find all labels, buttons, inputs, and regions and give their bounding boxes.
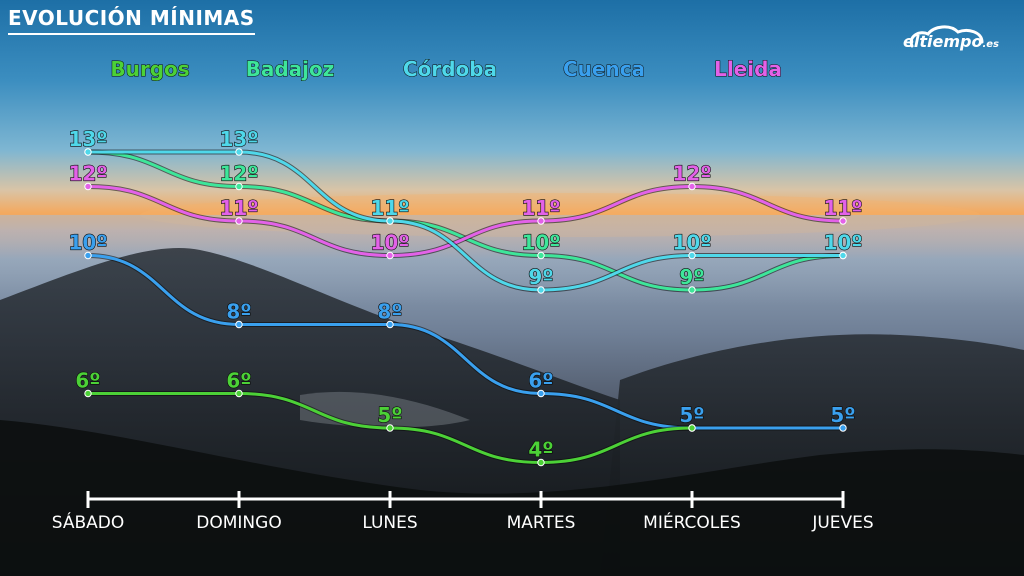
point-cordoba bbox=[386, 217, 394, 225]
series-lines bbox=[84, 148, 847, 467]
series-line-cuenca bbox=[86, 254, 845, 430]
point-burgos bbox=[537, 458, 545, 467]
data-label-cordoba: 10º bbox=[672, 231, 711, 255]
point-lleida bbox=[84, 182, 92, 191]
x-tick-label-domingo: DOMINGO bbox=[196, 513, 281, 533]
data-label-badajoz: 9º bbox=[679, 265, 704, 289]
data-label-cordoba: 9º bbox=[528, 265, 553, 289]
data-label-cordoba: 10º bbox=[823, 231, 862, 255]
data-label-cuenca: 5º bbox=[830, 403, 855, 427]
logo-tld: .es bbox=[982, 39, 999, 50]
legend-cordoba: Córdoba bbox=[403, 57, 497, 81]
point-burgos bbox=[84, 389, 92, 398]
data-label-badajoz: 10º bbox=[521, 231, 560, 255]
cloud-icon bbox=[909, 25, 984, 48]
point-lleida bbox=[839, 217, 847, 225]
data-label-cordoba: 11º bbox=[370, 196, 409, 220]
x-tick-label-lunes: LUNES bbox=[362, 513, 417, 533]
data-label-burgos: 4º bbox=[528, 438, 553, 462]
data-label-burgos: 5º bbox=[377, 403, 402, 427]
series-line-cordoba bbox=[86, 150, 845, 292]
point-badajoz bbox=[537, 251, 545, 260]
series-line-lleida bbox=[86, 184, 845, 258]
point-burgos bbox=[386, 424, 394, 432]
point-cordoba bbox=[235, 148, 243, 156]
data-label-burgos: 6º bbox=[226, 369, 251, 393]
point-burgos bbox=[688, 424, 696, 432]
x-tick-label-martes: MARTES bbox=[507, 513, 576, 533]
data-label-cuenca: 6º bbox=[528, 369, 553, 393]
x-axis: SÁBADO DOMINGO LUNES MARTES MIÉRCOLES JUEVES bbox=[52, 491, 874, 533]
point-cordoba bbox=[84, 148, 92, 156]
legend-burgos: Burgos bbox=[110, 57, 189, 81]
point-lleida bbox=[386, 251, 394, 260]
legend-cuenca: Cuenca bbox=[563, 57, 645, 81]
data-label-cuenca: 8º bbox=[226, 300, 251, 324]
data-label-cuenca: 5º bbox=[679, 403, 704, 427]
point-lleida bbox=[235, 217, 243, 225]
x-tick-label-jueves: JUEVES bbox=[811, 513, 873, 533]
data-label-lleida: 10º bbox=[370, 231, 409, 255]
point-cuenca bbox=[839, 424, 847, 432]
data-label-badajoz: 12º bbox=[219, 162, 258, 186]
x-tick-label-sabado: SÁBADO bbox=[52, 511, 125, 533]
legend-lleida: Lleida bbox=[714, 57, 782, 81]
series-shadow-badajoz bbox=[85, 149, 846, 293]
point-lleida bbox=[688, 182, 696, 191]
data-label-lleida: 12º bbox=[68, 162, 107, 186]
point-cuenca bbox=[537, 389, 545, 398]
data-label-cordoba: 13º bbox=[68, 127, 107, 151]
series-shadow-lleida bbox=[85, 183, 846, 259]
point-badajoz bbox=[688, 286, 696, 294]
point-cuenca bbox=[386, 320, 394, 329]
point-cuenca bbox=[235, 320, 243, 329]
x-tick-label-miercoles: MIÉRCOLES bbox=[643, 511, 741, 533]
point-cordoba bbox=[688, 251, 696, 260]
series-shadow-cordoba bbox=[85, 149, 846, 293]
data-label-lleida: 11º bbox=[823, 196, 862, 220]
data-label-cordoba: 13º bbox=[219, 127, 258, 151]
eltiempo-logo: eltiempo.es bbox=[896, 24, 1006, 64]
series-shadow-cuenca bbox=[85, 253, 846, 431]
data-label-cuenca: 10º bbox=[68, 231, 107, 255]
point-lleida bbox=[537, 217, 545, 225]
data-label-burgos: 6º bbox=[75, 369, 100, 393]
legend-badajoz: Badajoz bbox=[246, 57, 335, 81]
data-label-lleida: 11º bbox=[219, 196, 258, 220]
point-cordoba bbox=[537, 286, 545, 294]
data-labels: 6º 6º 5º 4º 12º 10º 9º 13º 13º 11º 9º 10º 10º 10º 8º 8º… bbox=[68, 126, 863, 462]
point-cordoba bbox=[839, 251, 847, 260]
series-line-badajoz bbox=[86, 150, 845, 292]
data-label-lleida: 11º bbox=[521, 196, 560, 220]
legend: Burgos Badajoz Córdoba Cuenca Lleida bbox=[110, 57, 783, 82]
point-cuenca bbox=[84, 251, 92, 260]
logo-text: eltiempo bbox=[903, 32, 983, 51]
data-label-cuenca: 8º bbox=[377, 300, 402, 324]
page-title: EVOLUCIÓN MÍNIMAS bbox=[8, 6, 255, 35]
point-burgos bbox=[235, 389, 243, 398]
data-label-lleida: 12º bbox=[672, 162, 711, 186]
point-badajoz bbox=[235, 182, 243, 191]
